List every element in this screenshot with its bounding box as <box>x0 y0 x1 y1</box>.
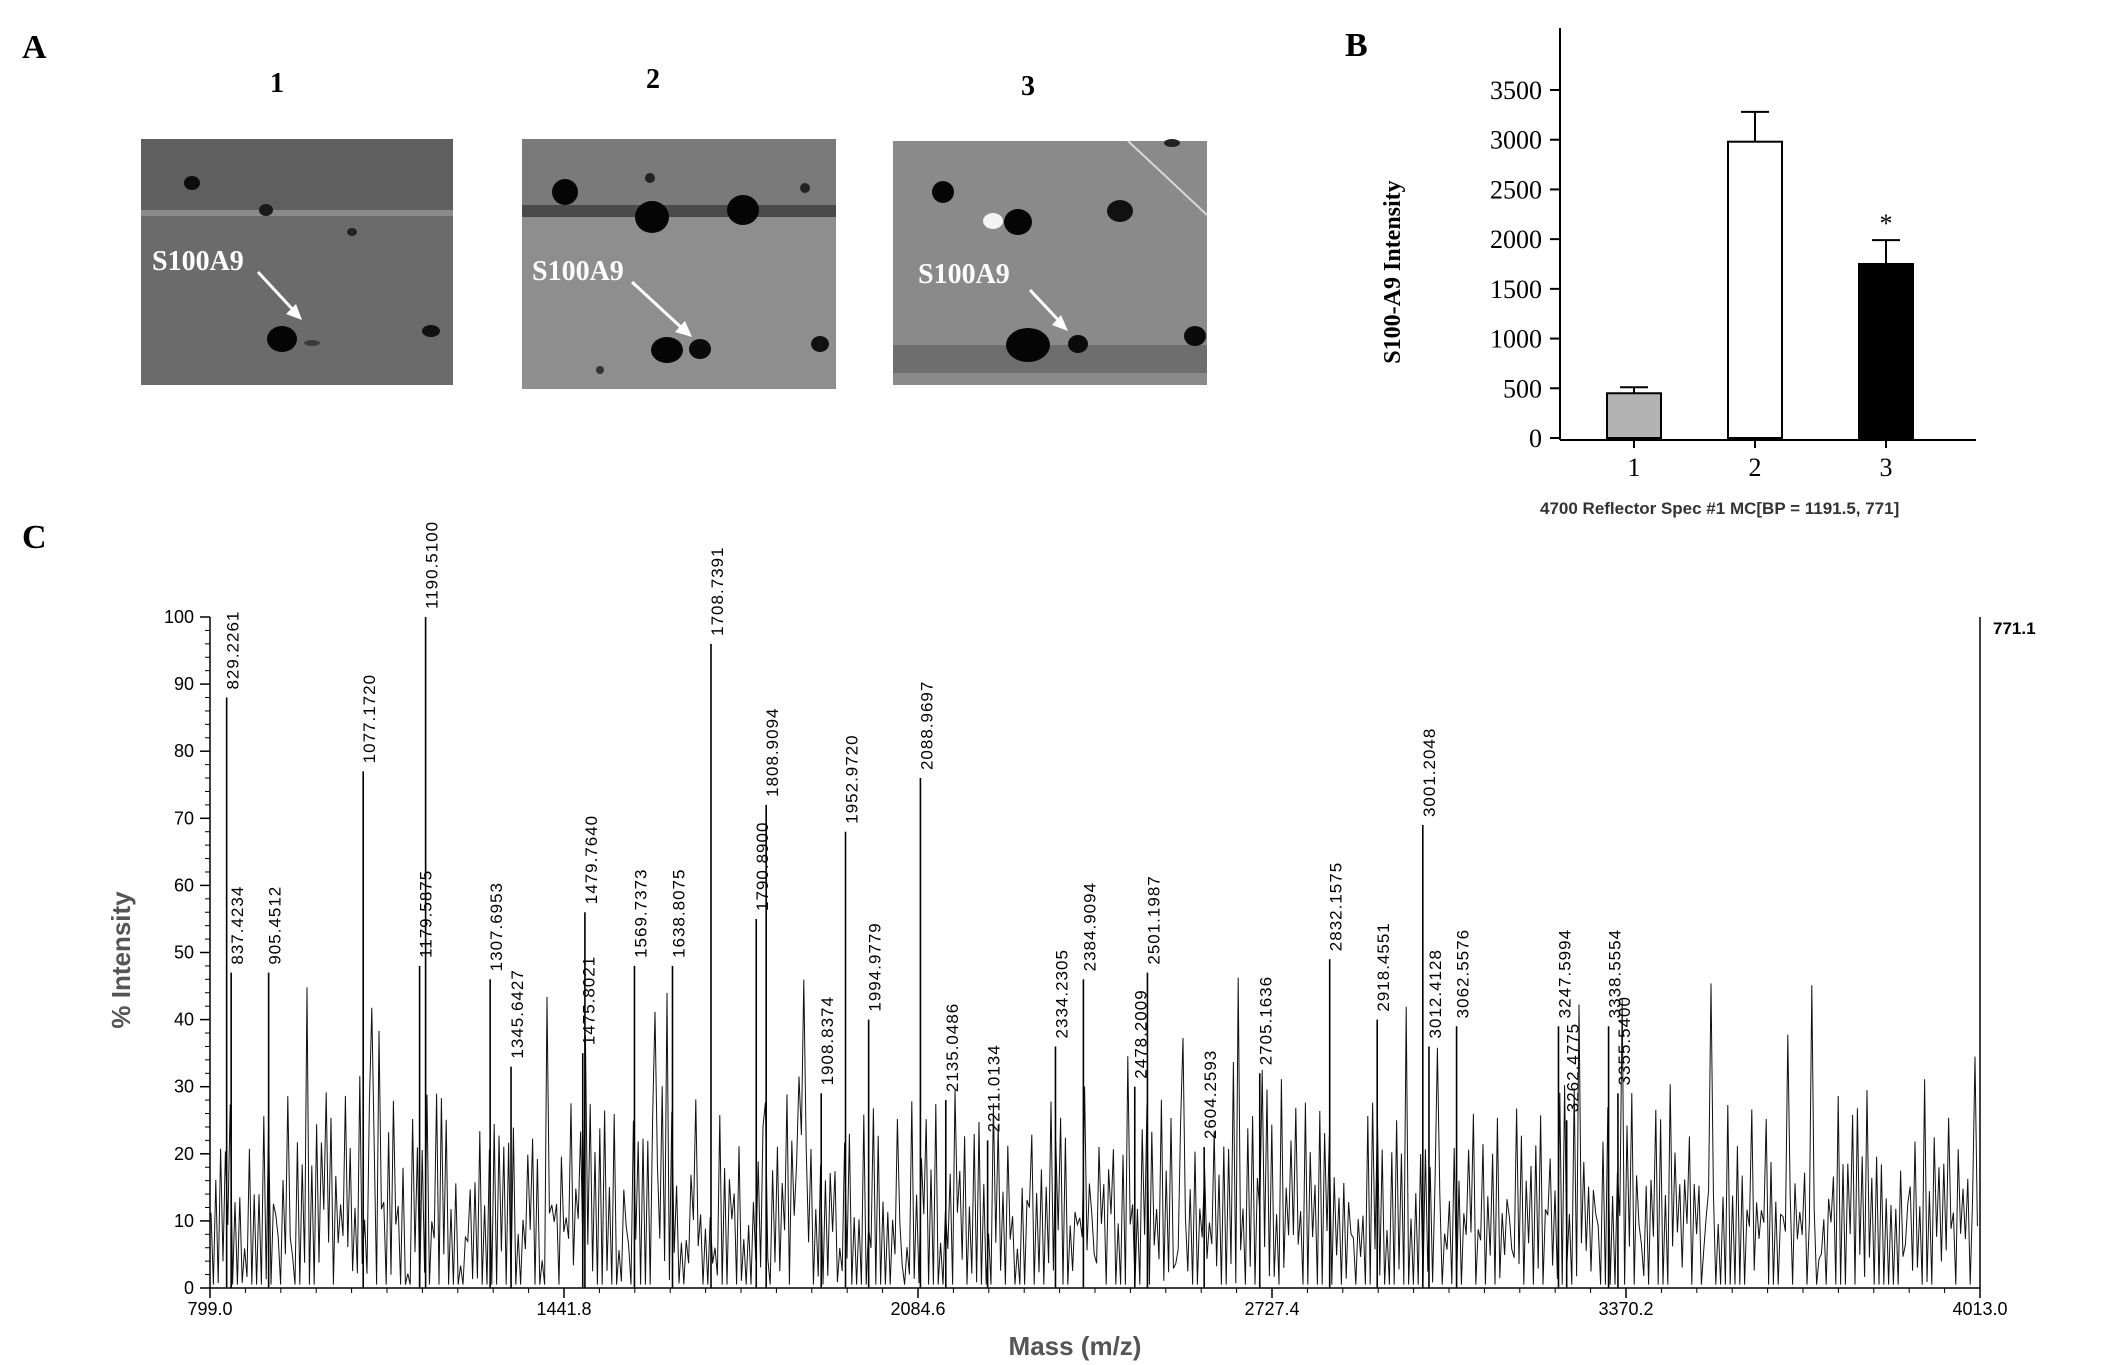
spectrum-right-value: 771.1 <box>1993 619 2036 638</box>
peak-label: 1908.8374 <box>818 996 837 1085</box>
spectrum-y-tick-label: 70 <box>174 808 194 828</box>
gel-image-3: 3 S100A9 <box>893 71 1208 385</box>
peak-label: 3338.5554 <box>1606 929 1625 1018</box>
spectrum-y-tick-label: 40 <box>174 1010 194 1030</box>
spectrum-x-tick-label: 2084.6 <box>890 1299 945 1319</box>
peak-label: 1190.5100 <box>423 521 442 609</box>
gel-label-3: S100A9 <box>918 259 1010 290</box>
peak-label: 1808.9094 <box>763 708 782 797</box>
spectrum-y-tick-label: 20 <box>174 1144 194 1164</box>
bar-1 <box>1606 392 1662 439</box>
peak-label: 905.4512 <box>266 886 285 965</box>
panel-c: C 4700 Reflector Spec #1 MC[BP = 1191.5,… <box>22 499 2036 1361</box>
peak-label: 1790.8900 <box>753 822 772 911</box>
peak-label: 3247.5994 <box>1555 929 1574 1018</box>
bar-chart-x-tick-label: 1 <box>1628 453 1641 482</box>
peak-label: 1479.7640 <box>582 815 601 904</box>
peak-label: 1994.9779 <box>866 922 885 1011</box>
spectrum-ylabel: % Intensity <box>106 891 136 1029</box>
peak-label: 837.4234 <box>228 886 247 965</box>
spectrum-y-tick-label: 100 <box>164 607 194 627</box>
bar-chart-y-tick-label: 0 <box>1529 424 1542 453</box>
gel-label-2: S100A9 <box>532 256 624 287</box>
spectrum-y-tick-label: 0 <box>184 1278 194 1298</box>
peak-label: 2604.2593 <box>1201 1050 1220 1139</box>
panel-a-letter: A <box>22 29 47 66</box>
significance-marker: * <box>1880 209 1893 238</box>
peak-label: 3001.2048 <box>1420 728 1439 817</box>
spectrum-x-tick-label: 799.0 <box>187 1299 232 1319</box>
peak-label: 1077.1720 <box>360 674 379 763</box>
peak-label: 3355.5400 <box>1615 996 1634 1085</box>
peak-label: 1475.8021 <box>580 956 599 1045</box>
peak-label: 1307.6953 <box>487 882 506 971</box>
peak-label: 1569.7373 <box>631 869 650 958</box>
peak-label: 2832.1575 <box>1327 862 1346 951</box>
bar-chart-x-tick-label: 3 <box>1880 453 1893 482</box>
bar-chart-y-tick-label: 2000 <box>1490 225 1542 254</box>
spectrum-xlabel: Mass (m/z) <box>1009 1331 1142 1361</box>
peak-label: 2334.2305 <box>1052 949 1071 1038</box>
peak-label: 2478.2009 <box>1132 989 1151 1078</box>
bar-chart-x-tick-label: 2 <box>1749 453 1762 482</box>
bar-chart-y-tick-label: 1000 <box>1490 325 1542 354</box>
gel-title-2: 2 <box>646 64 660 95</box>
spectrum-y-tick-label: 60 <box>174 875 194 895</box>
gel-label-1: S100A9 <box>152 246 244 277</box>
peak-label: 2918.4551 <box>1374 922 1393 1011</box>
peak-label: 2135.0486 <box>943 1003 962 1092</box>
bar-chart-y-tick-label: 3000 <box>1490 126 1542 155</box>
spectrum-trace <box>210 977 1978 1285</box>
spectrum-y-tick-label: 50 <box>174 943 194 963</box>
panel-c-letter: C <box>22 519 47 556</box>
spectrum-header: 4700 Reflector Spec #1 MC[BP = 1191.5, 7… <box>1540 499 1899 518</box>
spectrum-x-tick-label: 4013.0 <box>1952 1299 2007 1319</box>
spectrum-y-tick-label: 30 <box>174 1077 194 1097</box>
peak-label: 1708.7391 <box>708 546 727 635</box>
peak-label: 2501.1987 <box>1144 875 1163 964</box>
peak-label: 829.2261 <box>224 611 243 690</box>
bar-chart-ylabel: S100-A9 Intensity <box>1380 180 1406 363</box>
gel-title-1: 1 <box>270 68 284 99</box>
peak-label: 2384.9094 <box>1080 882 1099 971</box>
gel-title-3: 3 <box>1021 71 1035 102</box>
spectrum-x-tick-label: 2727.4 <box>1244 1299 1299 1319</box>
bar-3 <box>1858 263 1914 439</box>
peak-label: 2088.9697 <box>917 681 936 770</box>
spectrum-x-tick-label: 1441.8 <box>536 1299 591 1319</box>
bar-chart-y-tick-label: 1500 <box>1490 275 1542 304</box>
peak-label: 1952.9720 <box>843 734 862 823</box>
panel-b-letter: B <box>1345 27 1368 64</box>
peak-label: 1638.8075 <box>669 869 688 958</box>
peak-label: 1345.6427 <box>508 969 527 1058</box>
peak-label: 3262.4775 <box>1564 1023 1583 1112</box>
bar-chart-y-tick-label: 3500 <box>1490 76 1542 105</box>
bar-2 <box>1727 140 1783 439</box>
mass-spectrum: 0 10 20 30 40 50 60 70 80 90 100 799.0 1441.8 2084.6 2… <box>164 521 2008 1319</box>
spectrum-y-tick-label: 80 <box>174 741 194 761</box>
bar-chart-y-tick-label: 2500 <box>1490 175 1542 204</box>
peak-label: 3062.5576 <box>1454 929 1473 1018</box>
peak-label: 2211.0134 <box>985 1044 1004 1132</box>
bar-chart: 0 500 1000 1500 2000 2500 3000 3500 1 2 3 * <box>1490 28 1976 482</box>
peak-label: 3012.4128 <box>1426 949 1445 1038</box>
spectrum-x-tick-label: 3370.2 <box>1598 1299 1653 1319</box>
spectrum-y-tick-label: 90 <box>174 674 194 694</box>
gel-image-2: 2 S100A9 <box>522 64 836 389</box>
peak-label: 2705.1636 <box>1257 976 1276 1065</box>
gel-image-1: 1 S100A9 <box>141 68 453 385</box>
panel-a: A 1 S100A9 2 <box>22 29 1208 389</box>
spectrum-y-tick-label: 10 <box>174 1211 194 1231</box>
bar-chart-y-tick-label: 500 <box>1503 374 1542 403</box>
panel-b: B S100-A9 Intensity 0 500 1000 1500 2000 2500… <box>1345 27 1976 482</box>
